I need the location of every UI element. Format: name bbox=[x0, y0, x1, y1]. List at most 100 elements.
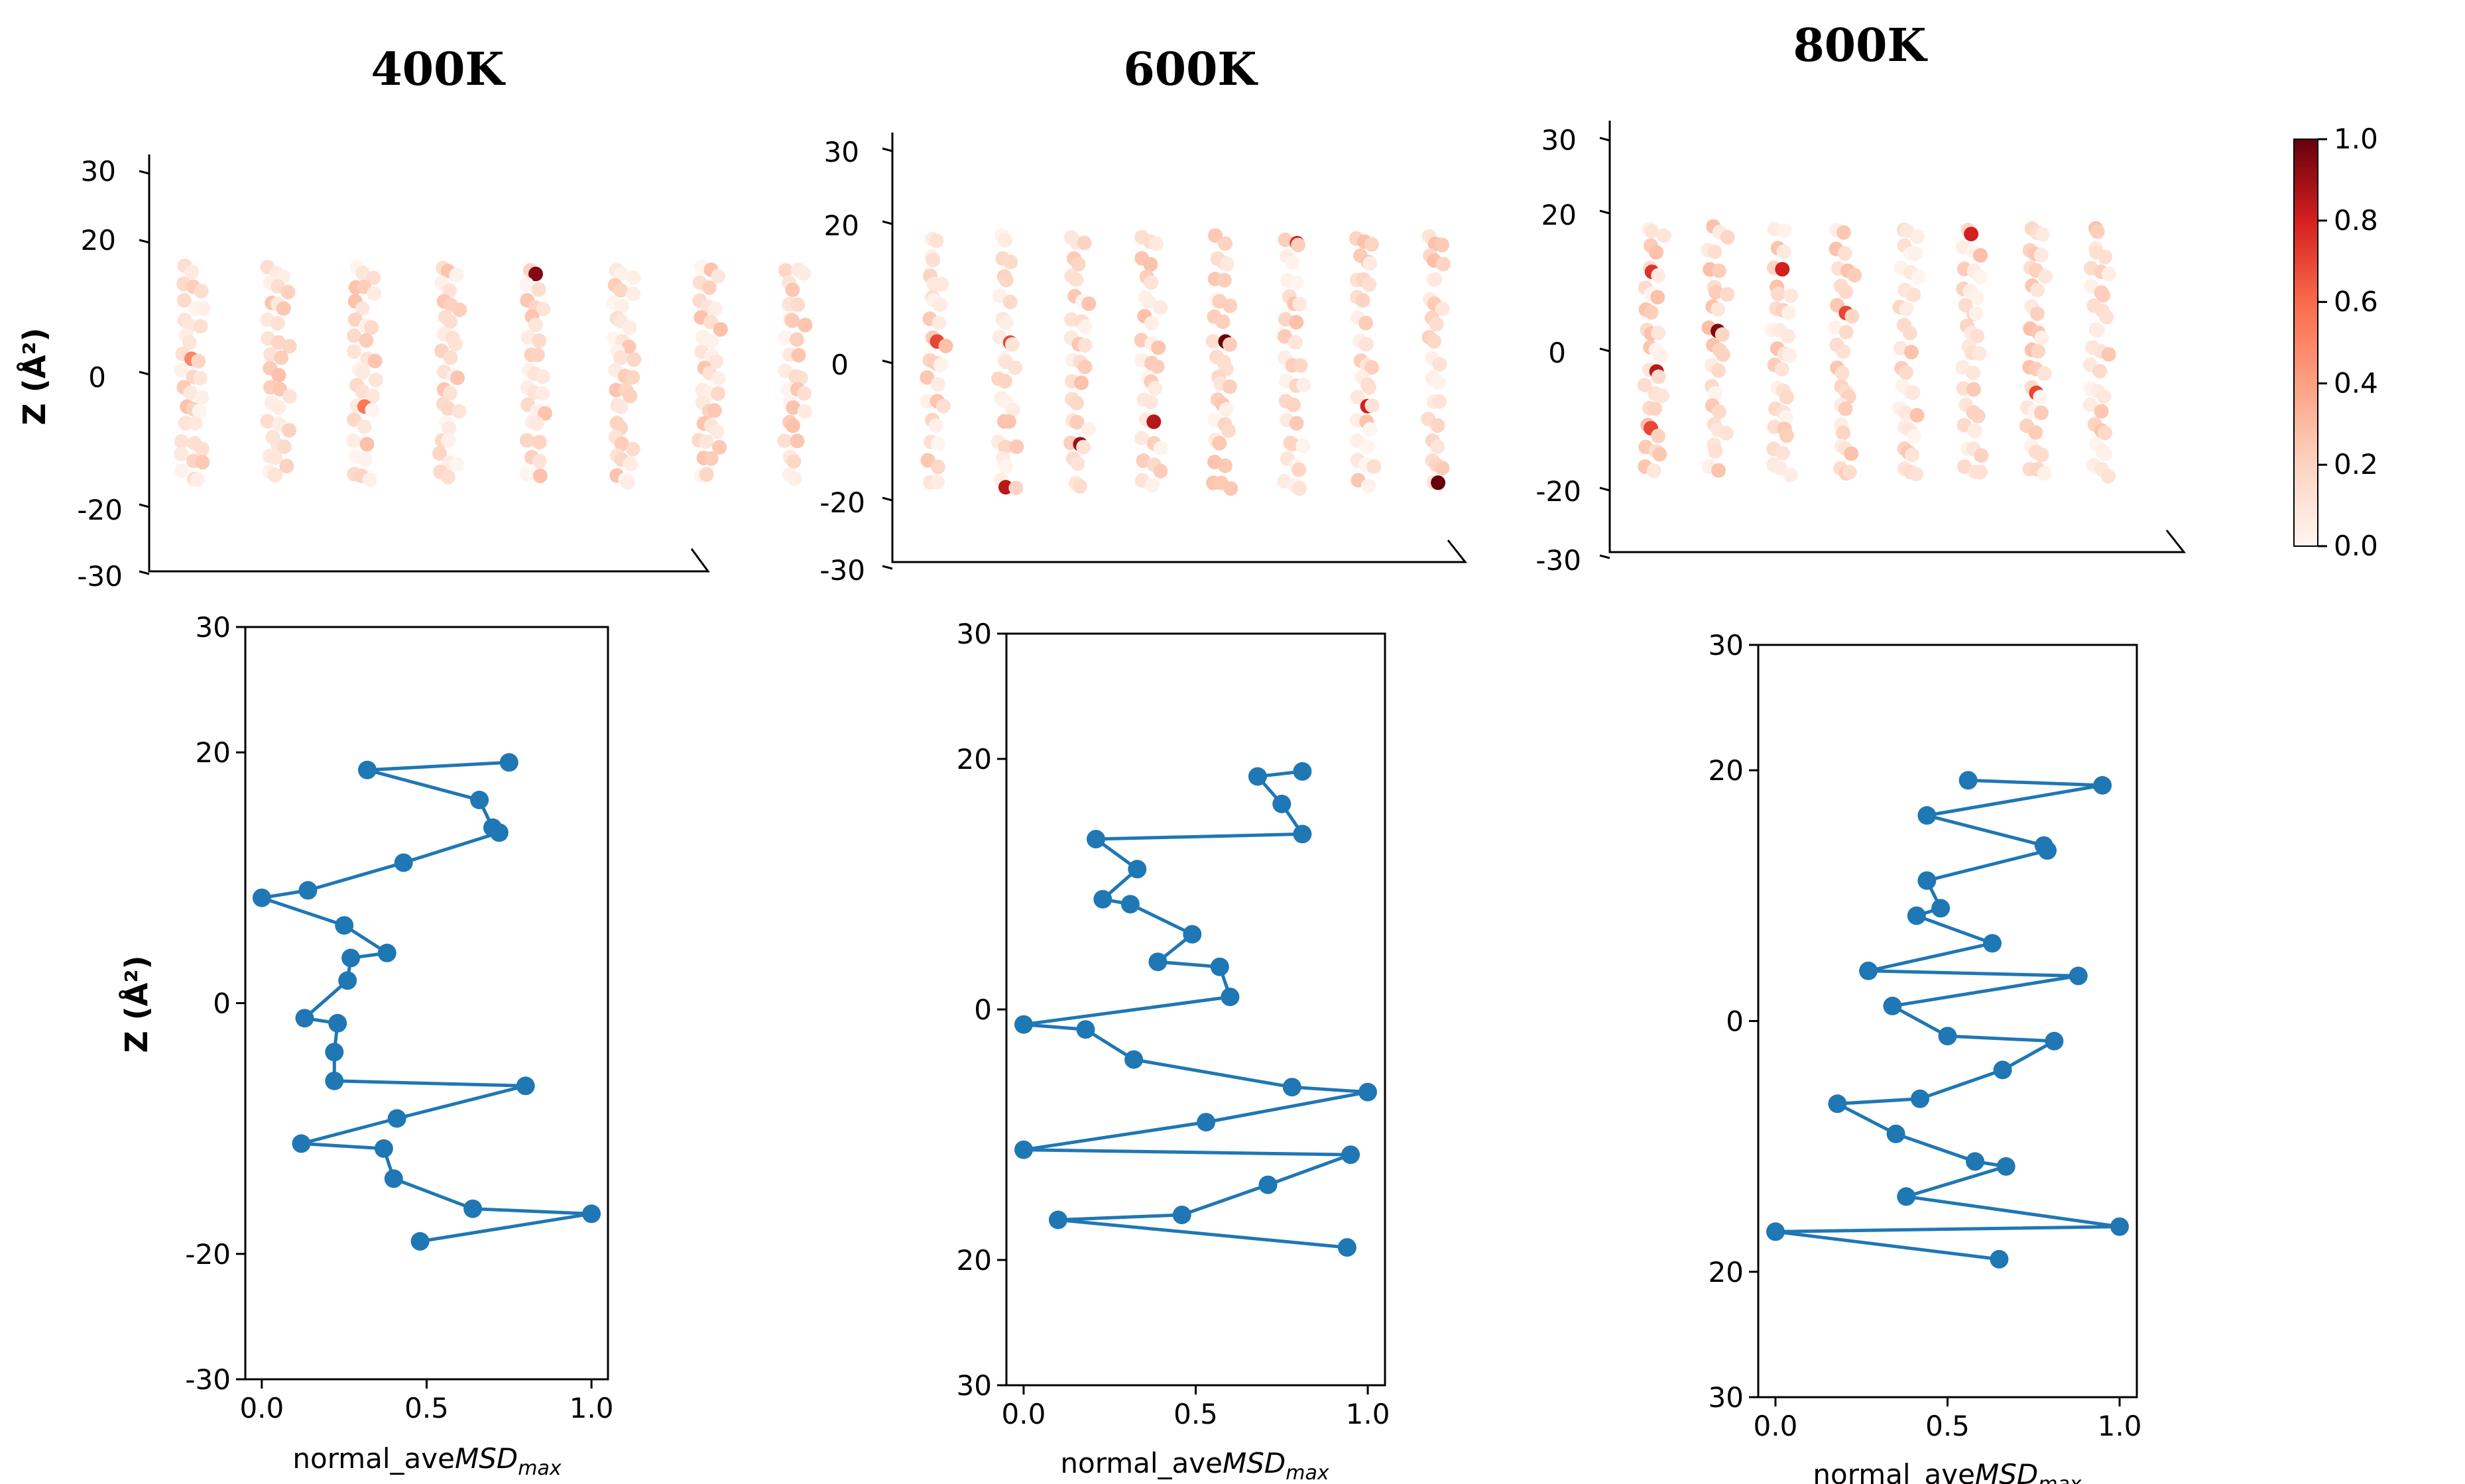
scatter-point bbox=[1291, 237, 1305, 253]
scatter-point bbox=[1072, 479, 1087, 494]
series-line bbox=[1023, 770, 1368, 1249]
y-tick-label: 30 bbox=[1709, 629, 1744, 661]
scatter-point bbox=[711, 268, 726, 284]
scatter-point bbox=[1077, 319, 1093, 334]
scatter-point bbox=[1427, 272, 1443, 287]
scatter-point bbox=[932, 315, 947, 331]
scatter-point bbox=[1720, 229, 1735, 245]
scatter-point bbox=[929, 233, 944, 249]
scatter-point bbox=[1153, 300, 1168, 315]
panel-title-800k: 800K bbox=[1793, 19, 1928, 72]
data-point bbox=[341, 948, 361, 968]
scatter-point bbox=[174, 363, 189, 378]
scatter-point bbox=[1774, 362, 1789, 376]
y-tick bbox=[882, 359, 893, 365]
scatter-point bbox=[2090, 323, 2105, 338]
scatter-point bbox=[1714, 327, 1730, 342]
scatter-point bbox=[194, 390, 210, 405]
data-point bbox=[1766, 1222, 1785, 1241]
scatter-point bbox=[1911, 270, 1926, 285]
data-point bbox=[1272, 795, 1292, 813]
scatter-point bbox=[1355, 293, 1370, 308]
scatter-point bbox=[930, 475, 945, 490]
y-tick bbox=[139, 570, 150, 575]
scatter-point bbox=[623, 388, 638, 404]
data-point bbox=[1120, 895, 1140, 914]
scatter-point bbox=[790, 332, 804, 347]
scatter-point bbox=[2034, 405, 2049, 420]
scatter-point bbox=[1076, 439, 1091, 455]
scatter-point bbox=[2037, 366, 2052, 381]
data-point bbox=[1183, 925, 1202, 944]
scatter-point bbox=[997, 374, 1012, 389]
scatter-point bbox=[1772, 461, 1787, 476]
scatter-point bbox=[1285, 437, 1299, 452]
scatter-point bbox=[276, 439, 292, 455]
scatter-point bbox=[1906, 287, 1921, 302]
scatter-point bbox=[2029, 306, 2045, 321]
y-tick-label: 30 bbox=[196, 611, 231, 644]
scatter-point bbox=[1707, 245, 1722, 259]
scatter-point bbox=[1077, 337, 1093, 353]
scatter-point bbox=[270, 315, 285, 331]
series-line bbox=[261, 760, 592, 1243]
scatter-point bbox=[1435, 237, 1449, 253]
scatter-point bbox=[1071, 257, 1086, 272]
scatter-point bbox=[1847, 268, 1862, 283]
scatter-point bbox=[519, 433, 534, 448]
scatter-point bbox=[196, 301, 211, 316]
scatter-point bbox=[1431, 374, 1446, 390]
scatter-point bbox=[282, 389, 297, 404]
plot-frame bbox=[1757, 644, 2138, 1398]
data-point bbox=[377, 943, 396, 962]
scatter-point bbox=[928, 418, 943, 433]
scatter-point bbox=[2101, 347, 2116, 362]
scatter-point bbox=[707, 403, 722, 418]
scatter-point bbox=[1069, 396, 1084, 410]
scatter-point bbox=[625, 370, 640, 385]
data-point bbox=[1983, 934, 2002, 953]
scatter-point bbox=[1844, 309, 1860, 324]
scatter-point bbox=[1956, 418, 1972, 433]
scatter-point bbox=[1134, 430, 1149, 445]
scatter-point bbox=[357, 419, 372, 434]
scatter-point bbox=[1208, 228, 1223, 243]
x-axis-label: normal_aveMSDmax bbox=[1060, 1447, 1329, 1484]
scatter-point bbox=[1898, 365, 1913, 380]
scatter-point bbox=[367, 286, 382, 301]
panel-title-600k: 600K bbox=[1123, 43, 1258, 96]
scatter-point bbox=[1709, 284, 1723, 300]
panel-title-400k: 400K bbox=[371, 43, 506, 96]
scatter-point bbox=[1779, 428, 1794, 443]
scatter-point bbox=[442, 386, 457, 401]
scatter-point bbox=[1972, 270, 1988, 284]
scatter-point bbox=[1217, 272, 1232, 288]
y-tick-label: 0 bbox=[831, 349, 849, 381]
y-tick-label: 30 bbox=[81, 155, 116, 188]
scatter-point bbox=[1427, 333, 1441, 349]
line-panel-600k: normal_aveMSDmax 0.0 0.5 1.0 30 20 0 20 30 bbox=[957, 618, 1390, 1484]
scatter-point bbox=[347, 312, 363, 327]
scatter-point bbox=[1008, 360, 1023, 375]
scatter-point bbox=[191, 353, 206, 369]
scatter-point bbox=[1358, 337, 1374, 352]
scatter-point bbox=[1141, 294, 1156, 309]
scatter-point bbox=[713, 321, 728, 337]
y-tick-label: 20 bbox=[1541, 199, 1577, 231]
scatter-point bbox=[2037, 466, 2052, 481]
data-point bbox=[1859, 961, 1878, 980]
scatter-point bbox=[193, 319, 208, 334]
scatter-point bbox=[1212, 435, 1227, 451]
scatter-point bbox=[2096, 288, 2111, 303]
scatter-point bbox=[532, 333, 547, 348]
data-point bbox=[2038, 841, 2057, 860]
scatter-point bbox=[930, 459, 945, 475]
scatter-point bbox=[1972, 346, 1987, 361]
scatter-point bbox=[1644, 223, 1659, 239]
scatter-point bbox=[1364, 360, 1379, 375]
y-tick-label: 20 bbox=[957, 1244, 992, 1277]
scatter-point bbox=[1008, 481, 1024, 496]
series-line bbox=[1775, 778, 2120, 1261]
scatter-point bbox=[194, 441, 210, 457]
